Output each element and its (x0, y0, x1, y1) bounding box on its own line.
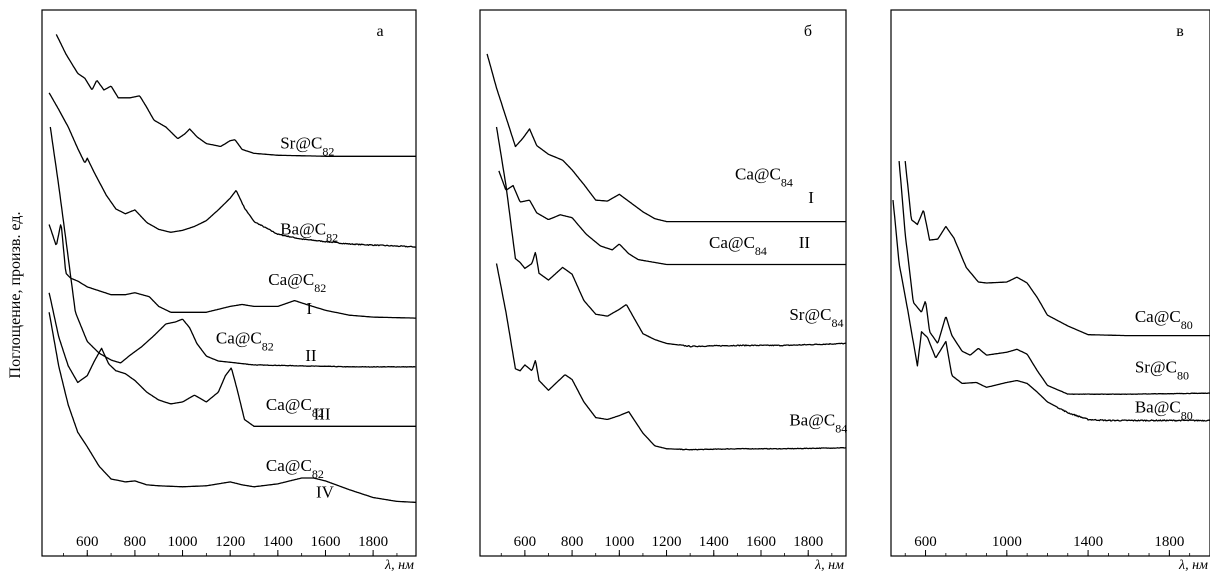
series-line (498, 170, 846, 266)
series-label: Ca@C82 (266, 456, 324, 481)
series-label: III (314, 405, 331, 424)
series-line (48, 224, 416, 319)
panel-letter: б (804, 23, 812, 40)
series-line (55, 34, 416, 157)
series-line (48, 92, 416, 248)
series-line (495, 263, 846, 451)
series-label: IV (316, 483, 335, 502)
panel-frame (890, 9, 1210, 557)
series-line (904, 161, 1210, 337)
series-label: Ba@C80 (1135, 398, 1193, 423)
series-label: I (808, 188, 814, 207)
x-axis-label: λ, нм (1178, 558, 1208, 572)
series-label: Ca@C80 (1135, 307, 1193, 332)
x-tick-label: 600 (914, 534, 937, 550)
series-label: Ca@C82 (268, 270, 326, 295)
x-tick-label: 1200 (215, 534, 245, 550)
series-label: Sr@C82 (280, 133, 334, 158)
x-tick-label: 800 (561, 534, 584, 550)
panel-1: 600 800 1000 1200 1400 1600 1800 λ, нм а Sr@C82 Ba… (41, 9, 417, 572)
series-label: II (305, 346, 317, 365)
x-tick-label: 1800 (1154, 534, 1184, 550)
series-label: Ca@C84 (735, 165, 793, 190)
series-label: I (306, 299, 312, 318)
x-axis-label: λ, нм (814, 558, 844, 572)
series-label: Ca@C84 (709, 233, 767, 258)
x-tick-label: 1200 (652, 534, 682, 550)
series-label: Sr@C84 (789, 305, 843, 330)
series-label: Ca@C82 (216, 328, 274, 353)
x-tick-label: 600 (514, 534, 537, 550)
panel-3: 600 1000 1400 1800 λ, нм в Ca@C80 Sr@C80 Ba@C80 (890, 9, 1210, 572)
series-line (48, 292, 416, 427)
series-label: II (799, 233, 811, 252)
x-axis-label: λ, нм (384, 558, 414, 572)
x-tick-label: 1400 (263, 534, 293, 550)
x-tick-label: 1800 (358, 534, 388, 550)
series-line (486, 53, 846, 223)
x-tick-label: 1800 (793, 534, 823, 550)
x-tick-label: 1400 (699, 534, 729, 550)
x-tick-label: 1400 (1073, 534, 1103, 550)
x-tick-label: 1600 (310, 534, 340, 550)
series-label: Sr@C80 (1135, 358, 1189, 383)
x-tick-label: 600 (76, 534, 99, 550)
series-line (48, 312, 416, 504)
panel-letter: в (1176, 23, 1184, 40)
series-line (892, 200, 1210, 422)
series-label: Ba@C84 (789, 410, 847, 435)
series-line (49, 126, 416, 368)
series-line (495, 126, 846, 348)
x-tick-label: 1000 (604, 534, 634, 550)
x-tick-label: 1000 (992, 534, 1022, 550)
series-line (898, 161, 1210, 395)
panel-frame (479, 9, 847, 557)
x-tick-label: 800 (124, 534, 147, 550)
panel-frame (41, 9, 417, 557)
series-label: Ca@C82 (266, 395, 324, 420)
x-tick-label: 1600 (746, 534, 776, 550)
series-label: Ba@C82 (280, 219, 338, 244)
panel-letter: а (376, 23, 383, 40)
x-tick-label: 1000 (168, 534, 198, 550)
